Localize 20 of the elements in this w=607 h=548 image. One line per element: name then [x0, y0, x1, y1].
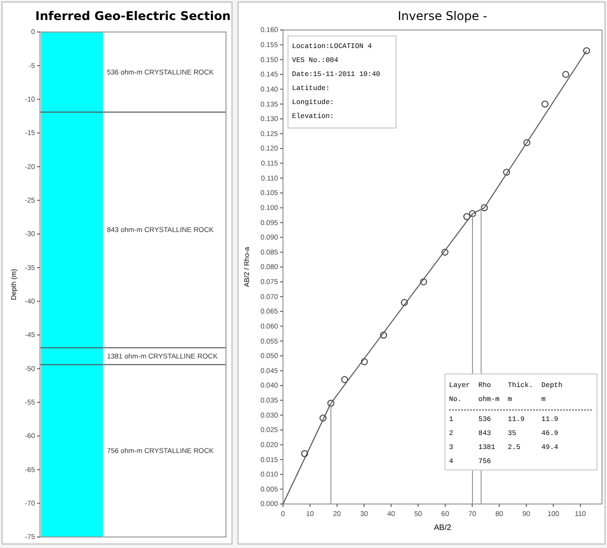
chart-title: Inferred Geo-Electric Section [35, 9, 231, 23]
point [541, 100, 548, 108]
point [420, 278, 428, 286]
point [341, 376, 348, 384]
x-axis-title: AB/2 [434, 523, 452, 532]
point [380, 332, 388, 339]
point [327, 400, 334, 407]
chart-title: Inverse Slope - [398, 9, 488, 23]
point [360, 358, 368, 366]
point [463, 213, 470, 220]
point [301, 450, 308, 458]
point [441, 248, 448, 256]
point [400, 299, 408, 306]
point [583, 47, 590, 54]
point [503, 168, 510, 176]
point [562, 70, 570, 78]
point [480, 204, 488, 212]
point [469, 210, 476, 218]
point [523, 139, 530, 146]
point [320, 414, 327, 422]
